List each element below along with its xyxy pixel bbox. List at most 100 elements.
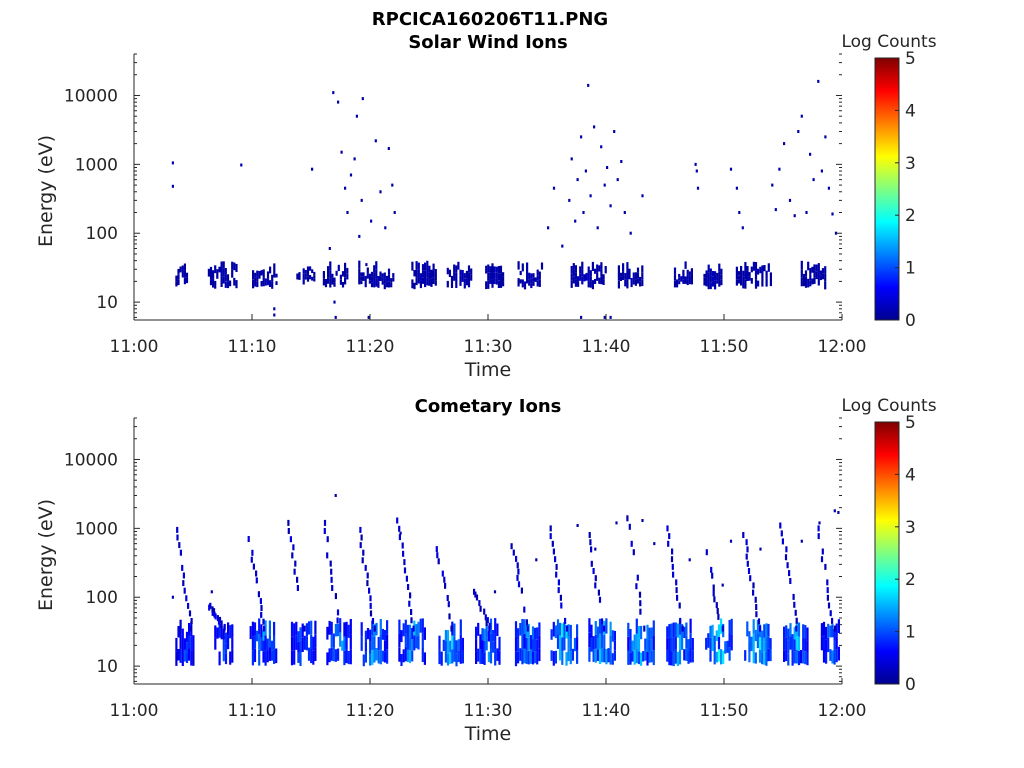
heatmap-cell	[304, 276, 307, 280]
heatmap-cell	[722, 650, 725, 664]
heatmap-cell	[250, 556, 253, 563]
heatmap-cell	[224, 632, 228, 643]
heatmap-cell	[520, 587, 523, 594]
heatmap-cell	[457, 261, 460, 270]
heatmap-cell	[345, 649, 348, 664]
heatmap-cell	[475, 626, 478, 640]
heatmap-cell	[835, 636, 838, 650]
heatmap-cell	[707, 281, 710, 290]
heatmap-cell	[735, 186, 738, 190]
heatmap-cell	[613, 130, 616, 133]
heatmap-cell	[218, 266, 221, 273]
heatmap-cell	[441, 570, 444, 577]
heatmap-cell	[218, 651, 221, 666]
heatmap-cell	[789, 623, 792, 637]
heatmap-cell	[465, 270, 468, 279]
heatmap-cell	[594, 634, 597, 649]
heatmap-cell	[421, 277, 425, 284]
heatmap-cell	[398, 647, 401, 662]
heatmap-cell	[515, 555, 518, 562]
heatmap-cell	[756, 634, 759, 649]
heatmap-cell	[426, 269, 429, 278]
heatmap-cell	[271, 281, 274, 289]
heatmap-cell	[188, 610, 192, 617]
heatmap-cell	[264, 620, 267, 636]
heatmap-cell	[214, 613, 217, 620]
heatmap-cell	[375, 648, 378, 661]
heatmap-cell	[253, 622, 257, 636]
heatmap-cell	[404, 633, 407, 648]
heatmap-cell	[561, 651, 564, 665]
heatmap-cell	[758, 650, 762, 663]
heatmap-cell	[643, 625, 646, 632]
heatmap-cell	[576, 178, 579, 182]
heatmap-cell	[291, 552, 294, 559]
heatmap-cell	[757, 268, 760, 275]
heatmap-cell	[735, 279, 738, 286]
heatmap-cell	[616, 178, 619, 182]
heatmap-cell	[344, 186, 347, 190]
heatmap-cell	[709, 649, 712, 662]
heatmap-cell	[755, 604, 758, 610]
heatmap-cell	[470, 268, 473, 275]
heatmap-cell	[678, 634, 682, 650]
heatmap-cell	[748, 631, 751, 642]
heatmap-cell	[742, 276, 745, 283]
heatmap-cell	[364, 275, 367, 282]
heatmap-cell	[787, 640, 790, 654]
heatmap-cell	[293, 568, 296, 575]
heatmap-cell	[175, 281, 178, 287]
heatmap-cell	[413, 635, 416, 651]
heatmap-cell	[626, 262, 629, 271]
heatmap-cell	[639, 281, 642, 287]
heatmap-cell	[648, 651, 651, 663]
x-ticks: 11:00 11:10 11:20 11:30 11:40 11:50 12:00	[110, 314, 867, 357]
heatmap-cell	[260, 270, 263, 276]
heatmap-cell	[185, 652, 189, 663]
heatmap-cell	[324, 279, 328, 288]
heatmap-cell	[593, 125, 596, 129]
heatmap-cell	[369, 595, 372, 602]
heatmap-cell	[717, 649, 721, 662]
heatmap-cell	[415, 277, 418, 286]
heatmap-cell	[311, 269, 314, 274]
heatmap-cell	[712, 590, 715, 597]
heatmap-cell	[220, 626, 223, 640]
heatmap-cell	[332, 647, 335, 662]
heatmap-cell	[339, 274, 342, 280]
heatmap-cell	[222, 628, 225, 640]
heatmap-cell	[788, 570, 791, 577]
heatmap-cell	[426, 277, 429, 286]
heatmap-cell	[421, 264, 425, 271]
heatmap-cell	[489, 266, 492, 273]
heatmap-cell	[652, 635, 655, 651]
band-cluster	[703, 263, 723, 290]
heatmap-cell	[212, 270, 215, 279]
heatmap-cell	[633, 634, 636, 650]
heatmap-cell	[590, 560, 593, 567]
heatmap-cell	[260, 605, 263, 611]
heatmap-cell	[323, 519, 327, 526]
heatmap-cell	[269, 266, 272, 274]
heatmap-cell	[497, 273, 500, 281]
heatmap-cell	[589, 194, 592, 198]
heatmap-cell	[588, 618, 591, 633]
heatmap-cell	[527, 637, 530, 651]
heatmap-cell	[266, 271, 270, 279]
heatmap-cell	[495, 272, 498, 279]
heatmap-cell	[821, 548, 824, 555]
heatmap-cell	[287, 528, 290, 534]
heatmap-cell	[752, 261, 755, 271]
y-tick-label: 100	[86, 224, 118, 244]
heatmap-cell	[721, 625, 724, 632]
heatmap-cell	[829, 610, 832, 617]
heatmap-cell	[745, 553, 748, 560]
heatmap-cell	[510, 543, 513, 550]
heatmap-cell	[728, 633, 731, 648]
heatmap-cell	[330, 647, 333, 661]
heatmap-cell	[746, 560, 749, 567]
heatmap-cell	[455, 653, 458, 667]
heatmap-cell	[450, 275, 454, 282]
heatmap-cell	[709, 625, 712, 638]
heatmap-cell	[603, 625, 606, 632]
